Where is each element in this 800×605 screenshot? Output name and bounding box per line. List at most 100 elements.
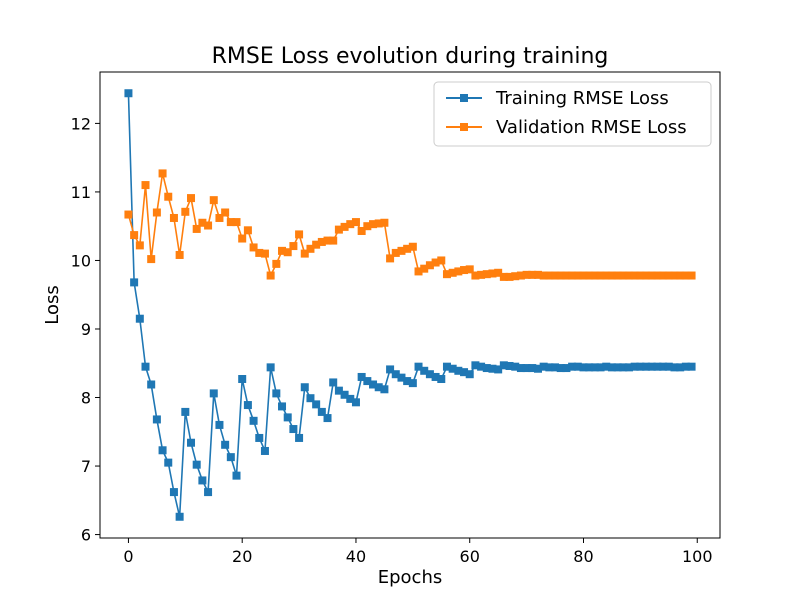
training-loss-point [232,471,241,480]
y-tick-label: 6 [81,526,91,545]
validation-loss-point [681,271,690,280]
training-loss-point [266,363,275,372]
training-loss-point [391,370,400,379]
validation-loss-point [169,213,178,222]
training-loss-point [505,361,514,370]
validation-loss-point [460,266,469,275]
validation-loss-point [431,258,440,267]
validation-loss-point [653,271,662,280]
validation-loss-point [585,271,594,280]
training-loss-point [334,386,343,395]
validation-loss-point [283,248,292,257]
training-loss-point [488,364,497,373]
validation-loss-point [442,270,451,279]
x-tick-label: 60 [460,547,480,566]
training-loss-point [357,372,366,381]
training-loss-point [272,389,281,398]
training-loss-point [340,390,349,399]
validation-loss-point [386,254,395,263]
training-loss-point [545,363,554,372]
training-loss-point [403,377,412,386]
y-tick-label: 10 [71,251,91,270]
training-loss-point [283,413,292,422]
validation-loss-point [130,231,139,240]
validation-loss-point [164,192,173,201]
training-loss-point [130,278,139,287]
validation-loss-point [425,261,434,270]
training-loss-point [329,378,338,387]
validation-loss-point [403,244,412,253]
validation-loss-point [465,265,474,274]
training-loss-point [147,380,156,389]
validation-loss-point [340,222,349,231]
y-axis-label: Loss [42,285,63,324]
validation-loss-point [187,194,196,203]
training-loss-point [664,362,673,371]
training-loss-point [374,383,383,392]
validation-loss-point [198,218,207,227]
validation-loss-point [243,226,252,235]
training-loss-point [465,370,474,379]
training-loss-point [516,364,525,373]
training-loss-point [630,362,639,371]
validation-loss-point [357,226,366,235]
validation-loss-point [664,271,673,280]
training-loss-point [152,415,161,424]
validation-loss-point [278,246,287,255]
validation-loss-point [221,208,230,217]
validation-loss-point [295,230,304,239]
training-loss-point [494,365,503,374]
training-loss-point [528,364,537,373]
training-loss-point [295,433,304,442]
validation-loss-point [232,218,241,227]
training-loss-point [351,398,360,407]
training-loss-point [579,363,588,372]
validation-loss-point [329,236,338,245]
training-loss-point [573,362,582,371]
training-loss-point [369,380,378,389]
training-loss-point [135,314,144,323]
training-loss-point [175,512,184,521]
training-loss-point [226,453,235,462]
validation-loss-point [687,271,696,280]
training-loss-point [607,363,616,372]
training-loss-point [158,446,167,455]
training-loss-point [408,379,417,388]
training-loss-point [420,366,429,375]
validation-loss-point [369,220,378,229]
validation-loss-point [624,271,633,280]
training-loss-point [442,362,451,371]
training-loss-point [306,394,315,403]
validation-loss-point [471,271,480,280]
training-loss-point [590,363,599,372]
training-loss-point [312,400,321,409]
y-tick-label: 8 [81,389,91,408]
training-loss-point [596,363,605,372]
x-tick-label: 80 [573,547,593,566]
training-loss-point [425,370,434,379]
validation-loss-point [619,271,628,280]
validation-loss-point [659,271,668,280]
validation-loss-point [141,181,150,190]
validation-loss-point [522,270,531,279]
validation-loss-point [573,271,582,280]
validation-loss-point [499,272,508,281]
validation-loss-point [192,224,201,233]
training-loss-point [511,362,520,371]
validation-loss-point [181,207,190,216]
training-loss-point [414,362,423,371]
validation-loss-point [351,218,360,227]
validation-loss-point [602,271,611,280]
validation-loss-point [272,259,281,268]
validation-loss-point [556,271,565,280]
validation-loss-point [448,268,457,277]
validation-loss-point [312,240,321,249]
validation-loss-point [260,249,269,258]
training-loss-point [317,407,326,416]
training-loss-point [124,89,133,98]
training-loss-point [471,361,480,370]
validation-loss-point [420,264,429,273]
training-loss-point [676,363,685,372]
validation-loss-point [676,271,685,280]
training-loss-point [363,377,372,386]
